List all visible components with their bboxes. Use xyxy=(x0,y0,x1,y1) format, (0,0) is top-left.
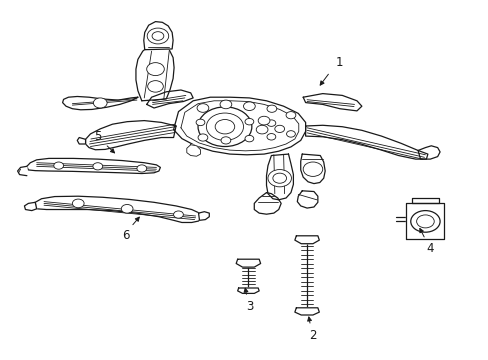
Circle shape xyxy=(93,163,102,170)
Circle shape xyxy=(243,102,255,111)
Circle shape xyxy=(256,125,267,134)
Circle shape xyxy=(198,107,251,147)
Circle shape xyxy=(266,134,275,140)
Polygon shape xyxy=(236,259,260,267)
Circle shape xyxy=(206,113,243,140)
Circle shape xyxy=(54,162,63,169)
Polygon shape xyxy=(186,145,200,156)
Polygon shape xyxy=(237,288,259,293)
Polygon shape xyxy=(254,193,281,214)
Polygon shape xyxy=(35,196,201,222)
Polygon shape xyxy=(62,96,138,110)
Circle shape xyxy=(220,100,231,109)
Polygon shape xyxy=(198,212,209,220)
Circle shape xyxy=(416,215,433,228)
Polygon shape xyxy=(266,154,293,200)
Circle shape xyxy=(152,32,163,40)
Circle shape xyxy=(244,135,253,142)
Polygon shape xyxy=(77,138,85,144)
Circle shape xyxy=(197,104,208,112)
Circle shape xyxy=(72,199,84,208)
Text: 3: 3 xyxy=(245,300,253,313)
Polygon shape xyxy=(181,101,298,151)
Polygon shape xyxy=(411,198,438,203)
Polygon shape xyxy=(27,158,160,174)
Circle shape xyxy=(274,125,284,132)
Polygon shape xyxy=(173,97,305,155)
Polygon shape xyxy=(297,191,317,208)
Polygon shape xyxy=(24,202,37,211)
Circle shape xyxy=(272,173,286,183)
Polygon shape xyxy=(294,308,319,315)
Polygon shape xyxy=(417,146,439,159)
Circle shape xyxy=(266,120,275,126)
Circle shape xyxy=(285,112,295,119)
Polygon shape xyxy=(18,166,27,176)
Circle shape xyxy=(146,63,164,76)
Circle shape xyxy=(173,211,183,218)
Polygon shape xyxy=(85,121,176,150)
Text: 2: 2 xyxy=(308,329,316,342)
Circle shape xyxy=(286,131,295,137)
Circle shape xyxy=(303,162,322,176)
Circle shape xyxy=(267,170,291,187)
Polygon shape xyxy=(405,203,443,239)
Circle shape xyxy=(410,211,439,232)
Text: 6: 6 xyxy=(122,229,130,242)
Polygon shape xyxy=(300,154,325,184)
Circle shape xyxy=(147,28,168,44)
Polygon shape xyxy=(303,94,361,111)
Polygon shape xyxy=(136,44,174,101)
Circle shape xyxy=(198,134,207,141)
Circle shape xyxy=(137,165,146,172)
Text: 1: 1 xyxy=(335,57,343,69)
Circle shape xyxy=(266,105,276,112)
Circle shape xyxy=(147,81,163,92)
Circle shape xyxy=(244,118,253,125)
Text: 4: 4 xyxy=(426,242,433,255)
Circle shape xyxy=(258,116,269,125)
Polygon shape xyxy=(143,22,173,50)
Circle shape xyxy=(196,119,204,126)
Polygon shape xyxy=(305,125,427,159)
Circle shape xyxy=(93,98,107,108)
Circle shape xyxy=(121,204,133,213)
Circle shape xyxy=(215,120,234,134)
Text: 5: 5 xyxy=(94,130,102,143)
Polygon shape xyxy=(146,90,193,108)
Circle shape xyxy=(221,137,230,144)
Polygon shape xyxy=(294,236,319,244)
